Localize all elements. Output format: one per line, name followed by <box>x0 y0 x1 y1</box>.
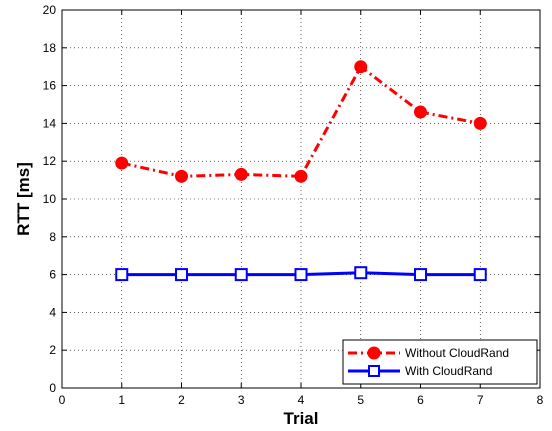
data-point-with-cloudrand <box>414 268 427 282</box>
y-tick-label: 6 <box>49 268 56 282</box>
data-point-without-cloudrand <box>414 105 427 119</box>
y-tick-label: 18 <box>43 41 57 55</box>
data-point-without-cloudrand <box>294 169 308 183</box>
x-tick-label: 1 <box>118 393 125 407</box>
data-point-without-cloudrand <box>115 156 129 170</box>
data-point-with-cloudrand <box>234 268 248 282</box>
data-point-with-cloudrand <box>175 268 188 282</box>
legend-marker-with-cloudrand <box>368 365 380 377</box>
grid <box>62 10 540 388</box>
data-point-with-cloudrand <box>115 268 129 282</box>
data-point-with-cloudrand <box>354 266 368 280</box>
legend: Without CloudRand With CloudRand <box>342 339 538 385</box>
legend-label-without-cloudrand: Without CloudRand <box>405 346 509 360</box>
data-point-with-cloudrand <box>473 268 487 282</box>
x-tick-label: 4 <box>298 393 305 407</box>
data-point-without-cloudrand <box>175 169 188 183</box>
data-point-without-cloudrand <box>354 60 368 74</box>
legend-label-with-cloudrand: With CloudRand <box>405 364 492 378</box>
data-point-without-cloudrand <box>234 167 248 181</box>
y-tick-label: 14 <box>43 116 57 130</box>
y-tick-label: 8 <box>49 230 56 244</box>
x-tick-label: 3 <box>238 393 245 407</box>
y-tick-label: 10 <box>43 192 57 206</box>
series-layer <box>115 60 487 282</box>
x-tick-label: 7 <box>477 393 484 407</box>
x-tick-label: 0 <box>59 393 66 407</box>
y-tick-label: 16 <box>43 79 57 93</box>
x-tick-label: 2 <box>178 393 185 407</box>
data-point-with-cloudrand <box>294 268 308 282</box>
y-tick-label: 2 <box>49 343 56 357</box>
x-tick-label: 5 <box>357 393 364 407</box>
series-line-without-cloudrand <box>121 65 481 178</box>
y-tick-label: 20 <box>43 3 57 17</box>
x-axis-label: Trial <box>284 409 319 428</box>
y-tick-label: 12 <box>43 154 57 168</box>
x-tick-label: 6 <box>417 393 424 407</box>
data-point-without-cloudrand <box>473 116 487 130</box>
y-tick-label: 4 <box>49 305 56 319</box>
x-tick-label: 8 <box>537 393 544 407</box>
legend-marker-without-cloudrand <box>367 346 381 360</box>
y-axis-label: RTT [ms] <box>14 162 33 236</box>
y-tick-label: 0 <box>49 381 56 395</box>
